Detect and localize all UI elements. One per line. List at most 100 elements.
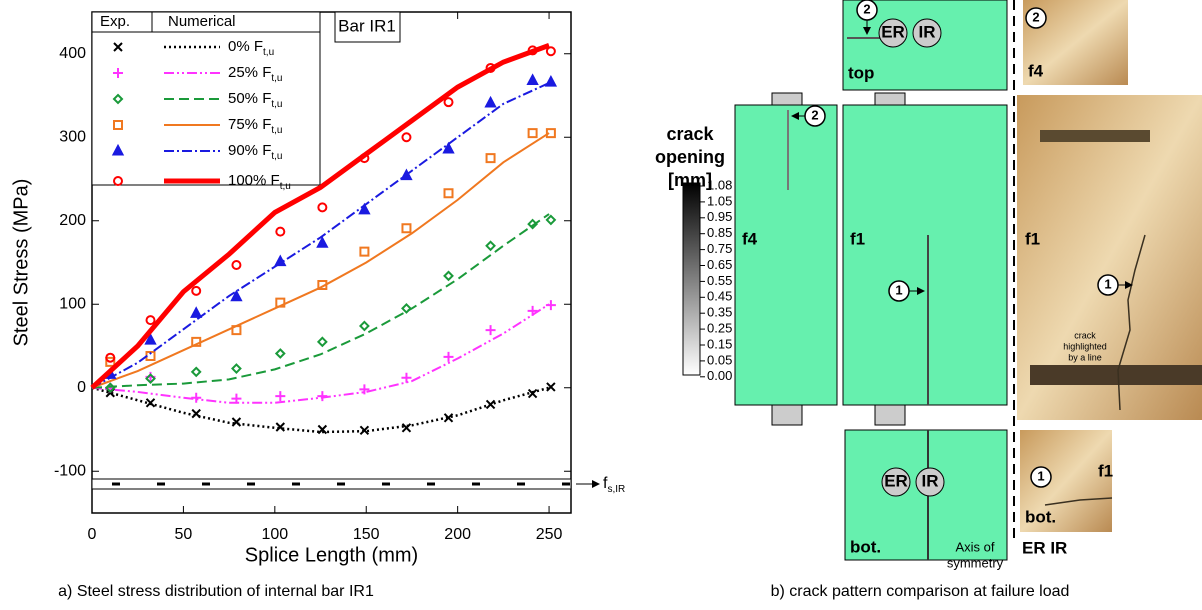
legend-name: 90% F — [228, 142, 271, 159]
crack-marker — [1025, 7, 1047, 29]
bar-end — [874, 404, 906, 426]
scale-label: 0.95 — [707, 209, 732, 224]
marker — [443, 270, 454, 282]
legend-label: 50% Ft,u — [228, 90, 282, 110]
face-label: f1 — [850, 229, 865, 248]
bar-section — [881, 467, 911, 497]
marker — [526, 73, 539, 85]
marker — [231, 393, 242, 404]
marker — [275, 226, 286, 237]
y-tick-label: 300 — [59, 128, 86, 145]
photo-note: highlighted — [1063, 341, 1107, 351]
marker — [191, 392, 202, 403]
bar-names: ER IR — [1022, 538, 1067, 557]
scale-label: 0.75 — [707, 241, 732, 256]
x-tick-label: 0 — [88, 526, 97, 543]
crack-marker-label: 2 — [1032, 9, 1039, 24]
marker — [485, 62, 496, 73]
marker — [485, 325, 496, 336]
marker — [275, 297, 286, 308]
marker — [191, 408, 201, 419]
crack-marker-label: 1 — [895, 282, 902, 297]
photo-crack — [1044, 497, 1113, 506]
bar-end — [771, 404, 803, 426]
y-axis-title: Steel Stress (MPa) — [10, 179, 32, 347]
legend-header: Exp. — [100, 13, 130, 30]
face-label: bot. — [1025, 507, 1056, 526]
legend-name: 100% F — [228, 172, 280, 189]
color-scale — [682, 182, 701, 376]
marker — [442, 141, 455, 154]
crack-marker-label: 1 — [1104, 276, 1111, 291]
scale-label: 1.08 — [707, 177, 732, 192]
x-tick-label: 250 — [536, 526, 563, 543]
marker — [400, 168, 413, 181]
marker — [104, 382, 116, 394]
marker — [317, 424, 328, 435]
marker — [401, 223, 412, 234]
legend-marker — [113, 42, 123, 52]
f1-face — [842, 104, 1008, 406]
marker — [145, 398, 156, 408]
marker — [527, 388, 538, 399]
crack-diagram — [682, 0, 1202, 561]
line — [91, 303, 550, 404]
marker — [359, 153, 370, 164]
marker — [317, 280, 328, 291]
scale-label: 0.65 — [707, 257, 732, 272]
face-label: f4 — [742, 229, 758, 248]
chart-b-labels: crack opening [mm]1.081.050.950.850.750.65… — [655, 0, 1133, 570]
bar-section — [915, 467, 945, 497]
legend-subscript: t,u — [271, 125, 282, 136]
face-label: f4 — [1028, 61, 1044, 80]
bar-section — [878, 18, 908, 48]
bar-label: IR — [919, 22, 936, 41]
marker — [443, 351, 454, 362]
bar-section — [912, 18, 942, 48]
marker — [359, 246, 370, 257]
marker — [145, 373, 156, 384]
marker — [358, 202, 371, 215]
marker — [545, 46, 556, 57]
legend-label: 90% Ft,u — [228, 142, 282, 162]
marker — [545, 214, 557, 226]
marker — [401, 372, 412, 383]
y-tick-label: 200 — [59, 212, 86, 229]
scale-label: 1.05 — [707, 193, 732, 208]
legend-marker — [112, 176, 124, 186]
marker — [485, 153, 496, 164]
legend-marker — [113, 68, 123, 78]
chart-a: 0 50 100 150 200 250 -100 0 100 200 300 400 Splice L… — [10, 11, 625, 566]
legend-label: 0% Ft,u — [228, 38, 274, 58]
scale-label: 0.25 — [707, 321, 732, 336]
bar-label: IR — [922, 471, 939, 490]
marker — [105, 352, 116, 363]
marker — [274, 348, 286, 359]
face-label: top — [848, 63, 874, 82]
marker — [231, 325, 242, 336]
marker — [231, 417, 242, 427]
photo-detail — [1040, 130, 1150, 142]
marker — [527, 305, 538, 316]
y-tick-label: 100 — [59, 295, 86, 312]
legend-subscript: t,u — [271, 73, 282, 84]
marker — [401, 132, 412, 143]
crack-marker-label: 2 — [811, 107, 818, 122]
marker — [231, 363, 242, 374]
legend-subscript: t,u — [271, 151, 282, 162]
plot-frame — [91, 11, 572, 514]
legend-label: 100% Ft,u — [228, 172, 291, 192]
band-label-sub: s,IR — [607, 484, 625, 495]
marker — [443, 188, 454, 199]
marker — [401, 303, 412, 314]
legend-marker — [112, 93, 124, 105]
legend-marker — [111, 143, 125, 156]
marker — [485, 399, 496, 410]
scale-label: 0.00 — [707, 368, 732, 383]
marker — [275, 422, 286, 432]
marker — [274, 254, 287, 267]
marker — [317, 391, 328, 402]
scale-title: opening — [655, 147, 725, 167]
scale-label: 0.45 — [707, 289, 732, 304]
